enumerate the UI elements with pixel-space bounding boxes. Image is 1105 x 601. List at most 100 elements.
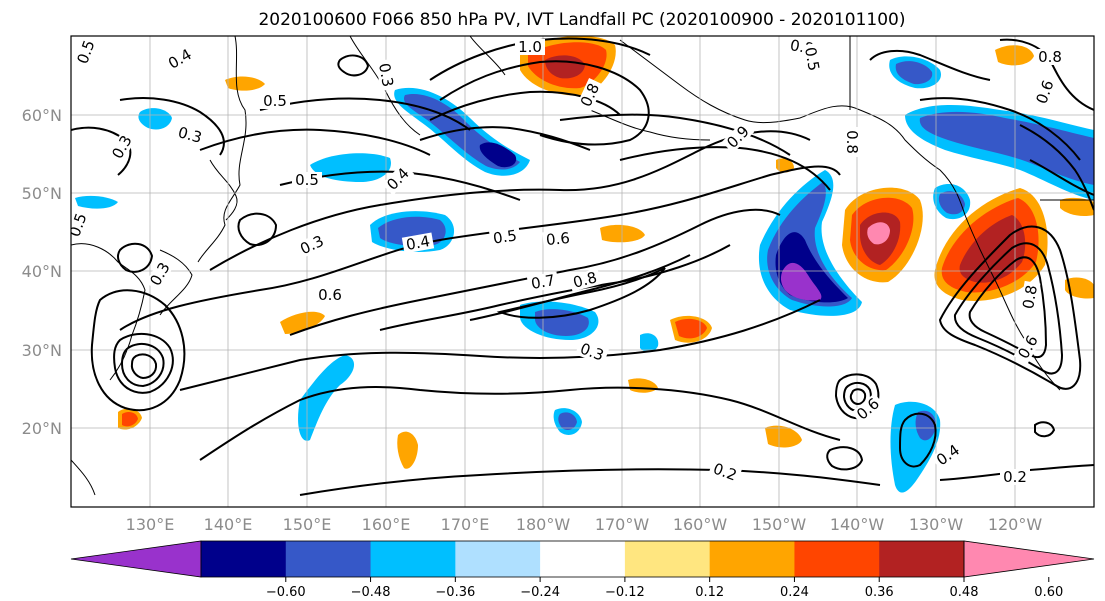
colorbar-tick-label: −0.36 xyxy=(435,585,475,600)
contour-label-bg xyxy=(375,58,397,92)
colorbar: −0.60 −0.48 −0.36 −0.24 −0.12 0.12 0.24 0.36 0.4… xyxy=(70,540,1095,600)
colorbar-tick-label: −0.48 xyxy=(351,585,391,600)
contour-label-bg xyxy=(801,42,823,76)
latitude-labels: 60°N 50°N 40°N 30°N 20°N xyxy=(22,106,62,438)
colorbar-segment xyxy=(794,541,880,577)
contour-label: 0.3 xyxy=(176,123,204,147)
contour-label: 1.0 xyxy=(518,38,542,56)
contour-label: 0.3 xyxy=(375,62,397,89)
contour-label: 0.2 xyxy=(1003,468,1027,486)
colorbar-extend-low xyxy=(70,540,202,578)
pv-contour xyxy=(439,60,650,146)
colorbar-tick-label: 0.12 xyxy=(695,585,724,600)
shade-patch xyxy=(535,309,589,336)
contour-label-bg xyxy=(71,208,91,242)
shade-patch xyxy=(280,311,325,334)
pv-contour xyxy=(379,244,731,331)
pv-contour xyxy=(113,332,174,394)
contour-label: 0.4 xyxy=(405,232,432,254)
contour-label-bg xyxy=(145,257,175,291)
contour-label-bg xyxy=(575,339,609,365)
contour-label: 0.5 xyxy=(263,92,287,110)
contour-labels: 0.50.40.30.50.31.00.80.80.50.40.50.40.30… xyxy=(71,36,1065,486)
colorbar-segment xyxy=(201,541,287,577)
contour-label-bg xyxy=(1000,469,1030,485)
pv-contour xyxy=(289,208,781,336)
contour-label: 0.6 xyxy=(318,286,342,304)
pv-contour xyxy=(968,256,1048,359)
pv-contour xyxy=(1034,421,1056,438)
shade-patch xyxy=(867,222,890,245)
contour-label-bg xyxy=(1032,75,1058,109)
pv-contour xyxy=(259,97,471,131)
shade-patch xyxy=(397,431,418,469)
coastline xyxy=(589,109,711,141)
colorbar-tick-label: −0.24 xyxy=(520,585,560,600)
lat-label: 20°N xyxy=(22,419,62,438)
shade-patch xyxy=(298,355,355,441)
map-plot-area: 0.50.40.30.50.31.00.80.80.50.40.50.40.30… xyxy=(71,36,1094,507)
coastline xyxy=(209,159,238,221)
lon-label: 150°E xyxy=(283,515,332,534)
contour-label-bg xyxy=(260,93,290,109)
contour-label-bg xyxy=(542,229,574,249)
colorbar-tick-label: 0.36 xyxy=(865,585,894,600)
pv-contour xyxy=(199,386,841,461)
colorbar-segment xyxy=(624,541,711,577)
coastline xyxy=(159,249,193,316)
colorbar-segment xyxy=(285,541,372,577)
pv-contour xyxy=(90,289,186,412)
colorbar-segment xyxy=(540,541,626,577)
pv-contour xyxy=(869,49,991,81)
shade-patch xyxy=(780,262,822,301)
colorbar-extend-high xyxy=(963,540,1095,578)
pv-contour xyxy=(419,126,591,151)
colorbar-tick-label: 0.60 xyxy=(1034,585,1063,600)
contour-label-bg xyxy=(1035,49,1065,65)
contour-label-bg xyxy=(73,36,99,69)
pv-contour xyxy=(898,412,937,468)
shade-patch xyxy=(765,425,802,448)
shade-patch xyxy=(479,142,517,168)
contour-label-bg xyxy=(526,271,560,293)
pv-contour xyxy=(559,113,791,156)
pv-contour xyxy=(117,242,154,273)
contour-label-bg xyxy=(708,459,742,485)
colorbar-segment xyxy=(370,541,456,577)
shade-patch xyxy=(1065,277,1094,299)
pv-contour xyxy=(496,267,666,319)
shade-patch xyxy=(600,224,645,243)
shade-patch xyxy=(776,158,794,173)
contour-label: 0.5 xyxy=(492,226,518,247)
pv-contour xyxy=(120,342,165,388)
shade-patch xyxy=(122,411,138,427)
coastline xyxy=(469,36,506,76)
contour-label-bg xyxy=(489,226,521,248)
shade-patch xyxy=(558,412,577,430)
pv-contour xyxy=(119,97,225,156)
pv-contour xyxy=(130,353,158,380)
contour-label: 0.8 xyxy=(1038,48,1062,66)
colorbar-tick-label: 0.24 xyxy=(780,585,809,600)
shade-patch xyxy=(225,76,265,91)
contour-label-bg xyxy=(292,172,322,188)
pv-contour xyxy=(209,130,811,271)
pv-contour xyxy=(179,299,821,391)
colorbar-tick-label: 0.48 xyxy=(950,585,979,600)
lat-label: 40°N xyxy=(22,262,62,281)
contour-label-bg xyxy=(568,268,602,292)
pv-contour xyxy=(429,90,621,121)
contour-label-bg xyxy=(576,78,604,112)
colorbar-segment xyxy=(879,541,965,577)
colorbar-tick-label: −0.12 xyxy=(605,585,645,600)
colorbar-tick-label: −0.60 xyxy=(266,585,306,600)
shade-patch xyxy=(995,45,1034,66)
shade-patch xyxy=(640,333,659,353)
contour-label: 0.5 xyxy=(295,171,319,189)
pv-contour xyxy=(938,225,1082,390)
lon-label: 170°E xyxy=(441,515,490,534)
contour-label-bg xyxy=(315,287,345,303)
pv-contour xyxy=(619,146,831,191)
pv-contour xyxy=(469,254,691,321)
contour-label-bg xyxy=(844,127,860,157)
